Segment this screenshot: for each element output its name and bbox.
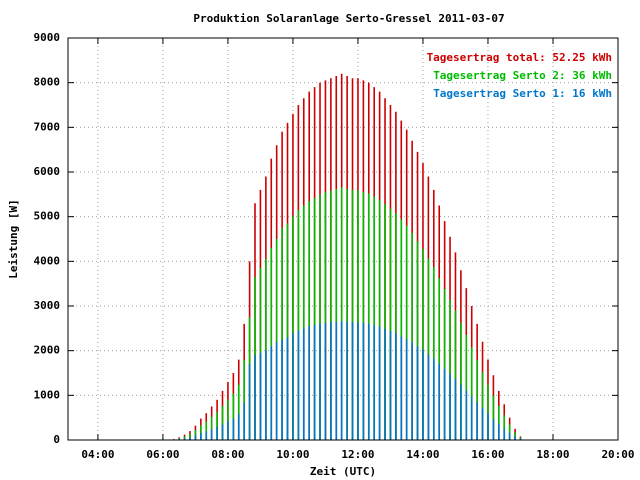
x-axis-label: Zeit (UTC): [310, 465, 376, 478]
x-tick-label: 20:00: [601, 448, 634, 461]
y-tick-label: 7000: [34, 120, 61, 133]
y-tick-label: 2000: [34, 344, 61, 357]
x-tick-label: 06:00: [146, 448, 179, 461]
y-axis-label: Leistung [W]: [7, 199, 20, 278]
chart-title: Produktion Solaranlage Serto-Gressel 201…: [193, 12, 504, 25]
legend-entry: Tagesertrag total: 52.25 kWh: [427, 51, 612, 64]
y-tick-label: 8000: [34, 76, 61, 89]
y-tick-label: 6000: [34, 165, 61, 178]
y-tick-label: 4000: [34, 254, 61, 267]
y-tick-label: 1000: [34, 388, 61, 401]
y-tick-label: 0: [53, 433, 60, 446]
y-tick-label: 5000: [34, 210, 61, 223]
x-tick-label: 10:00: [276, 448, 309, 461]
x-tick-label: 16:00: [471, 448, 504, 461]
x-tick-label: 08:00: [211, 448, 244, 461]
x-tick-label: 14:00: [406, 448, 439, 461]
legend-entry: Tagesertrag Serto 1: 16 kWh: [433, 87, 612, 100]
plot-border: [67, 37, 619, 441]
legend-entry: Tagesertrag Serto 2: 36 kWh: [433, 69, 612, 82]
y-tick-label: 9000: [34, 31, 61, 44]
x-tick-label: 18:00: [536, 448, 569, 461]
y-tick-label: 3000: [34, 299, 61, 312]
x-tick-label: 04:00: [81, 448, 114, 461]
x-tick-label: 12:00: [341, 448, 374, 461]
